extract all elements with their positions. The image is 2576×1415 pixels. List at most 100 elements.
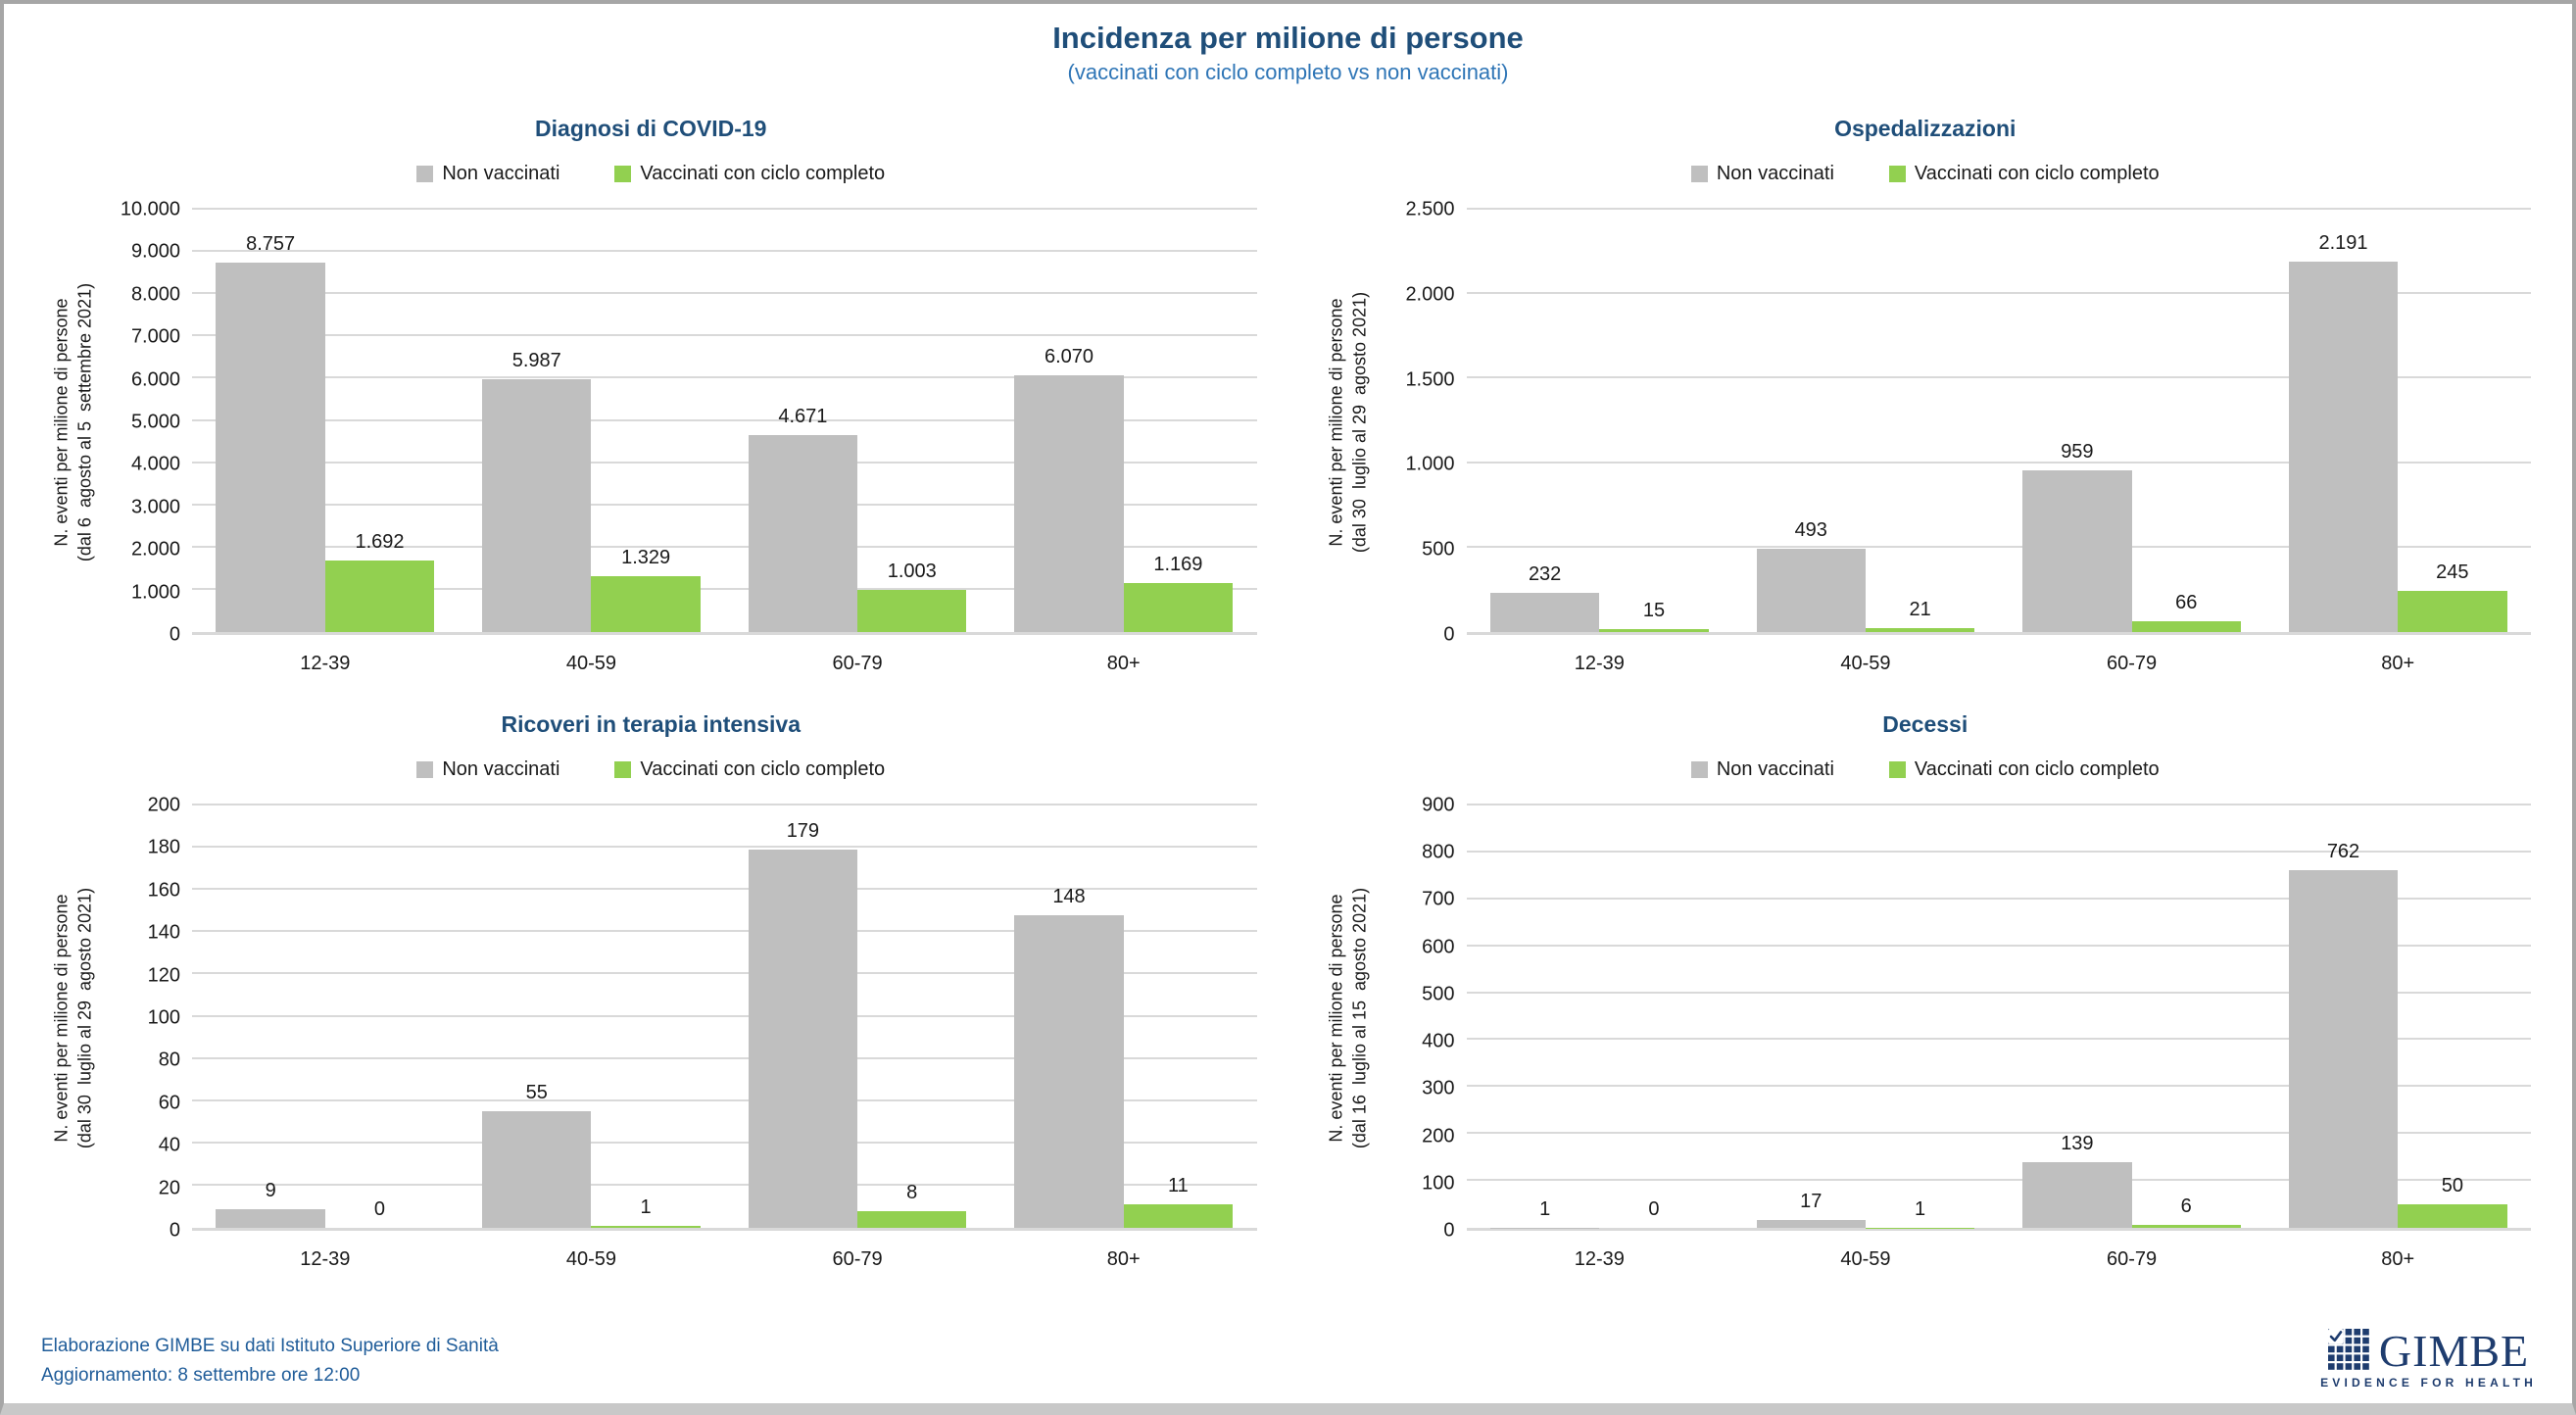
y-axis-ticks: 0 500 1.000 1.500 2.000 2.500 <box>1377 199 1467 682</box>
bar-vaccinati-con-ciclo-completo <box>1599 629 1709 632</box>
plot-area: 8.757 1.692 5.987 1.329 4.671 1.003 6.070 1.169 <box>192 208 1257 635</box>
y-axis-label-line: (dal 16 luglio al 15 agosto 2021) <box>1349 887 1370 1149</box>
footer-update: Aggiornamento: 8 settembre ore 12:00 <box>41 1364 361 1386</box>
y-axis-label-column: N. eventi per milione di persone (dal 30 … <box>1320 210 1377 682</box>
legend-item-non-vaccinati: Non vaccinati <box>1690 758 1834 781</box>
bar-wrap: 1 <box>1489 805 1600 1228</box>
legend-swatch-non-vaccinati <box>416 760 434 778</box>
x-category-label: 40-59 <box>1840 652 1891 674</box>
y-axis-ticks-inner: 0 500 1.000 1.500 2.000 2.500 <box>1377 199 1455 646</box>
gridline <box>192 888 1257 891</box>
bar-value-label: 1 <box>1539 1197 1551 1220</box>
bar-wrap: 55 <box>482 805 592 1228</box>
plot-column: 232 15 493 21 959 66 2.191 245 12-39 40-59 60-79 80… <box>1466 208 2531 682</box>
footer-source: Elaborazione GIMBE su dati Istituto Supe… <box>41 1336 499 1357</box>
y-tick-label: 40 <box>158 1134 180 1156</box>
y-tick-label: 20 <box>158 1177 180 1199</box>
x-category-label: 80+ <box>2381 1247 2415 1270</box>
y-tick-label: 500 <box>1422 538 1455 561</box>
bar-vaccinati-con-ciclo-completo <box>1123 1204 1234 1228</box>
y-axis-label: N. eventi per milione di persone (dal 6 a… <box>50 283 98 561</box>
gridline <box>192 208 1257 210</box>
bar-vaccinati-con-ciclo-completo <box>857 589 967 632</box>
y-axis-label: N. eventi per milione di persone (dal 30 … <box>1324 292 1372 553</box>
gridline <box>192 930 1257 933</box>
bar-group-80: 6.070 1.169 <box>991 210 1257 632</box>
legend-label: Vaccinati con ciclo completo <box>1914 162 2160 184</box>
y-tick-label: 0 <box>1443 623 1455 646</box>
y-tick-label: 400 <box>1422 1030 1455 1052</box>
y-tick-label: 140 <box>147 921 180 944</box>
y-tick-label: 6.000 <box>130 368 180 391</box>
gridline <box>1466 208 2531 210</box>
bar-vaccinati-con-ciclo-completo <box>324 561 435 632</box>
bar-groups: 1 0 17 1 139 6 762 50 <box>1467 805 2532 1228</box>
bar-vaccinati-con-ciclo-completo <box>857 1210 967 1228</box>
bar-wrap: 5.987 <box>482 210 592 632</box>
y-tick-label: 1.000 <box>1405 453 1455 475</box>
chart-body: N. eventi per milione di persone (dal 30 … <box>1320 199 2531 682</box>
bar-value-label: 148 <box>1052 886 1086 908</box>
gridline <box>1466 292 2531 295</box>
chart-title: Ospedalizzazioni <box>1834 116 2017 141</box>
bar-vaccinati-con-ciclo-completo <box>591 575 701 632</box>
bar-non-vaccinati <box>1489 593 1600 632</box>
y-tick-label: 4.000 <box>130 453 180 475</box>
bar-wrap: 245 <box>2398 210 2507 632</box>
gridline <box>192 545 1257 548</box>
logo-grid-check-icon <box>2327 1329 2369 1370</box>
legend-swatch-vaccinati-con-ciclo-completo <box>614 165 632 182</box>
y-tick-label: 10.000 <box>120 198 180 220</box>
legend-item-vaccinati-con-ciclo-completo: Vaccinati con ciclo completo <box>1888 758 2160 781</box>
chart-title: Ricoveri in terapia intensiva <box>501 711 801 737</box>
chart-body: N. eventi per milione di persone (dal 6 a… <box>45 199 1257 682</box>
y-tick-label: 2.000 <box>130 538 180 561</box>
y-tick-label: 1.500 <box>1405 368 1455 391</box>
y-tick-label: 100 <box>147 1006 180 1029</box>
legend-label: Non vaccinati <box>442 757 560 780</box>
bar-value-label: 6 <box>2180 1195 2192 1218</box>
gridline <box>1466 1179 2531 1182</box>
y-tick-label: 300 <box>1422 1077 1455 1099</box>
legend-swatch-vaccinati-con-ciclo-completo <box>614 760 632 778</box>
bar-vaccinati-con-ciclo-completo <box>2398 590 2507 632</box>
x-category-label: 60-79 <box>2106 1247 2158 1270</box>
y-axis-label-line: N. eventi per milione di persone <box>1326 894 1346 1143</box>
bar-non-vaccinati <box>1014 375 1124 632</box>
y-tick-label: 80 <box>158 1049 180 1071</box>
page-subtitle: (vaccinati con ciclo completo vs non vac… <box>1067 59 1509 84</box>
gridline <box>192 418 1257 421</box>
bar-wrap: 232 <box>1489 210 1600 632</box>
y-axis-label-line: (dal 30 luglio al 29 agosto 2021) <box>75 887 95 1149</box>
gridline <box>1466 897 2531 900</box>
x-category-label: 80+ <box>2381 652 2415 674</box>
bar-group-40-59: 493 21 <box>1732 210 1999 632</box>
bar-group-60-79: 4.671 1.003 <box>724 210 991 632</box>
y-tick-label: 1.000 <box>130 581 180 604</box>
plot-column: 9 0 55 1 179 8 148 11 12-39 40-59 60-79 80+ <box>192 804 1257 1278</box>
bar-value-label: 2.191 <box>2318 232 2368 255</box>
y-tick-label: 500 <box>1422 983 1455 1005</box>
charts-grid: Diagnosi di COVID-19 Non vaccinati Vaccina… <box>4 102 2572 1293</box>
bar-vaccinati-con-ciclo-completo <box>1123 582 1234 632</box>
y-tick-label: 2.500 <box>1405 198 1455 220</box>
bar-wrap: 66 <box>2131 210 2241 632</box>
x-category-label: 60-79 <box>832 1247 883 1270</box>
bar-wrap: 0 <box>1599 805 1708 1228</box>
bar-group-40-59: 17 1 <box>1732 805 1999 1228</box>
y-tick-label: 5.000 <box>130 411 180 433</box>
y-axis-label-column: N. eventi per milione di persone (dal 16 … <box>1320 805 1377 1278</box>
chart-ricoveri-in-terapia-intensiva: Ricoveri in terapia intensiva Non vaccina… <box>45 698 1257 1293</box>
bar-non-vaccinati <box>216 262 325 632</box>
logo-tagline: EVIDENCE FOR HEALTH <box>2320 1376 2537 1390</box>
bar-value-label: 8.757 <box>246 232 296 255</box>
plot-area: 1 0 17 1 139 6 762 50 <box>1466 804 2532 1231</box>
y-axis-label-line: (dal 30 luglio al 29 agosto 2021) <box>1349 291 1370 554</box>
x-axis-labels: 12-39 40-59 60-79 80+ <box>192 635 1257 682</box>
y-axis-label-line: N. eventi per milione di persone <box>51 298 72 547</box>
gridline <box>192 846 1257 849</box>
bar-value-label: 55 <box>525 1082 548 1104</box>
y-tick-label: 3.000 <box>130 496 180 518</box>
x-axis-labels: 12-39 40-59 60-79 80+ <box>1467 1231 2532 1278</box>
bar-value-label: 0 <box>373 1198 386 1220</box>
